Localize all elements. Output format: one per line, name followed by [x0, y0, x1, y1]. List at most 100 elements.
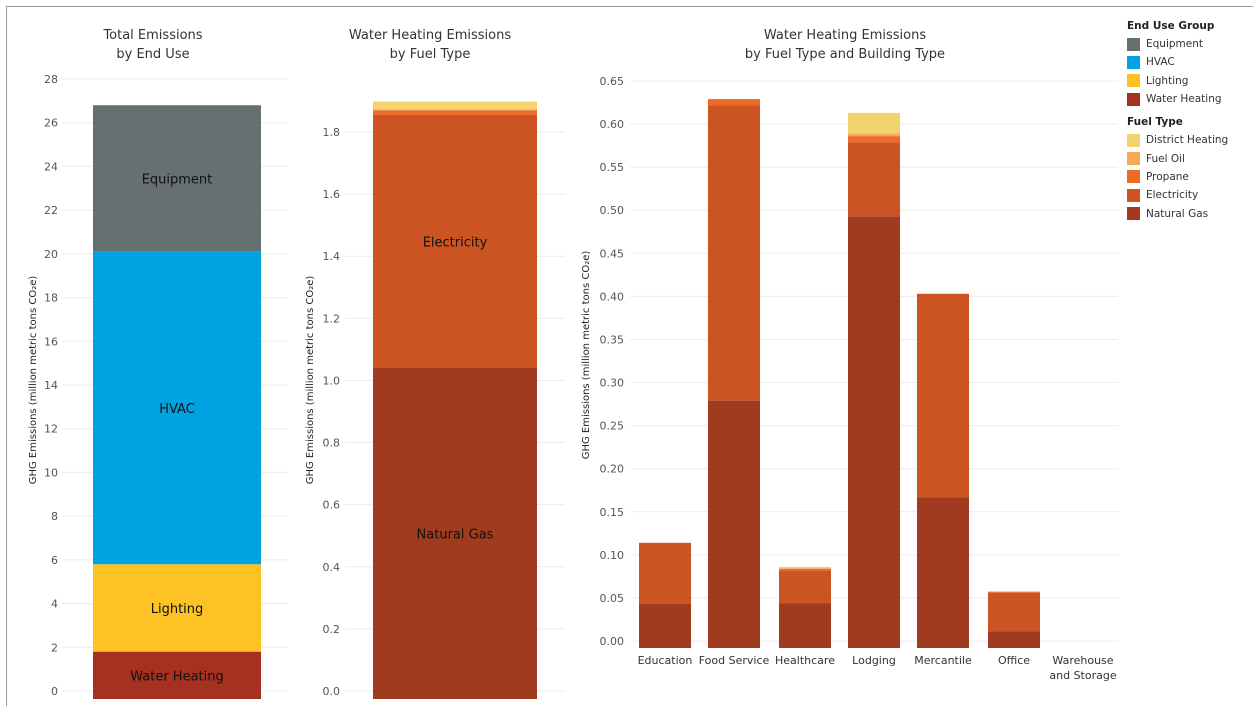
chart-3-category-label-lodging: Lodging [852, 654, 896, 667]
chart-3-ytick-0-65: 0.65 [600, 75, 625, 88]
chart-3-bar-education-electricity [639, 542, 691, 604]
legend-label-propane: Propane [1146, 170, 1189, 183]
chart-1-ytick-6: 6 [51, 554, 58, 567]
legend-swatch-electricity [1127, 188, 1140, 202]
chart-2-segment-label-electricity: Electricity [423, 235, 488, 250]
chart-1-title-line-2: by End Use [116, 47, 189, 62]
chart-3-ytick-0-05: 0.05 [600, 592, 625, 605]
chart-1-segment-label-water-heating: Water Heating [130, 669, 224, 684]
chart-3-bar-office-district-heating [988, 591, 1040, 592]
legend-label-equipment: Equipment [1146, 38, 1203, 51]
legend-swatch-hvac [1127, 55, 1140, 69]
legend-label-lighting: Lighting [1146, 74, 1189, 87]
chart-2-ytick-0-2: 0.2 [323, 623, 341, 636]
legend-label-district-heating: District Heating [1146, 134, 1229, 147]
chart-3-bar-healthcare-propane [779, 568, 831, 571]
chart-3-ytick-0-50: 0.50 [600, 204, 625, 217]
chart-3-bar-lodging-electricity [848, 142, 900, 217]
chart-3-bar-education-natural-gas [639, 603, 691, 648]
chart-3-bar-food-service-electricity [708, 105, 760, 401]
legend-item-hvac[interactable]: HVAC [1127, 53, 1251, 71]
legend-item-fuel-oil[interactable]: Fuel Oil [1127, 149, 1251, 167]
chart-1-ytick-16: 16 [44, 335, 58, 348]
chart-2-bar-segment-propane [373, 110, 537, 115]
chart-1-ytick-4: 4 [51, 598, 58, 611]
chart-3-category-label-healthcare: Healthcare [775, 654, 835, 667]
chart-3-bar-office-propane [988, 591, 1040, 593]
legend-fuel-group: Fuel Type District Heating Fuel Oil Prop… [1127, 116, 1251, 222]
chart-3-ytick-0-20: 0.20 [600, 463, 625, 476]
chart-3-bar-food-service-propane [708, 99, 760, 106]
chart-2-bar-segment-electricity [373, 114, 537, 369]
chart-3-ytick-0-45: 0.45 [600, 247, 625, 260]
chart-2-title-line-2: by Fuel Type [390, 47, 471, 62]
chart-2-ytick-1-8: 1.8 [323, 126, 341, 139]
chart-3-bar-healthcare-electricity [779, 570, 831, 604]
chart-3-category-label-office: Office [998, 654, 1030, 667]
chart-2-ytick-0-0: 0.0 [323, 685, 341, 698]
legend-swatch-water-heating [1127, 92, 1140, 106]
chart-1-ytick-26: 26 [44, 117, 58, 130]
chart-3-title-line-1: Water Heating Emissions [764, 28, 926, 43]
chart-2-bar-segment-natural-gas [373, 368, 537, 699]
chart-3-bar-office-electricity [988, 592, 1040, 632]
legend-end-use-title: End Use Group [1127, 20, 1215, 32]
legend-item-equipment[interactable]: Equipment [1127, 35, 1251, 53]
chart-2-bar-segment-district-heating [373, 101, 537, 110]
legend-swatch-lighting [1127, 74, 1140, 88]
legend-item-lighting[interactable]: Lighting [1127, 72, 1251, 90]
chart-3-bar-lodging-district-heating [848, 112, 900, 134]
chart-1-ytick-2: 2 [51, 641, 58, 654]
chart-3-ytick-0-25: 0.25 [600, 420, 625, 433]
chart-1-ytick-8: 8 [51, 510, 58, 523]
legend-item-electricity[interactable]: Electricity [1127, 186, 1251, 204]
legend-fuel-title: Fuel Type [1127, 116, 1183, 129]
chart-3-category-label-warehouse-and-storage-line-2: and Storage [1049, 669, 1116, 682]
chart-3-category-label-mercantile: Mercantile [914, 654, 972, 667]
chart-3-ytick-0-10: 0.10 [600, 549, 625, 562]
chart-1-bar-segment-water-heating [93, 651, 261, 699]
chart-3-category-label-food-service: Food Service [699, 654, 770, 667]
chart-3-category-label-warehouse-and-storage: Warehouse [1052, 654, 1113, 667]
chart-2-ytick-0-6: 0.6 [323, 499, 341, 512]
chart-3-title-line-2: by Fuel Type and Building Type [745, 47, 945, 62]
legend-swatch-fuel-oil [1127, 152, 1140, 166]
legend-label-electricity: Electricity [1146, 189, 1199, 202]
chart-3-ytick-0-60: 0.60 [600, 118, 625, 131]
chart-1-ytick-10: 10 [44, 466, 58, 479]
chart-1-bar-segment-equipment [93, 105, 261, 252]
chart-3-ytick-0-15: 0.15 [600, 506, 625, 519]
chart-1-y-axis-label: GHG Emissions (million metric tons CO₂e) [28, 276, 39, 485]
chart-1-segment-label-equipment: Equipment [142, 172, 213, 187]
chart-1-ytick-20: 20 [44, 248, 58, 261]
chart-1-bar-segment-hvac [93, 251, 261, 565]
chart-2-title-line-1: Water Heating Emissions [349, 28, 511, 43]
chart-3-bar-lodging-propane [848, 136, 900, 143]
legend-item-district-heating[interactable]: District Heating [1127, 131, 1251, 149]
chart-1-ytick-22: 22 [44, 204, 58, 217]
chart-1-segment-label-hvac: HVAC [159, 402, 195, 417]
legend-label-hvac: HVAC [1146, 56, 1175, 69]
legend-item-propane[interactable]: Propane [1127, 168, 1251, 186]
chart-3-category-label-education: Education [638, 654, 693, 667]
chart-1-ytick-0: 0 [51, 685, 58, 698]
chart-3-ytick-0-30: 0.30 [600, 377, 625, 390]
chart-2-ytick-1-0: 1.0 [323, 374, 341, 387]
chart-3-bar-healthcare-natural-gas [779, 603, 831, 648]
chart-2-bar-segment-fuel-oil [373, 109, 537, 111]
chart-2-ytick-1-4: 1.4 [323, 250, 341, 263]
legend-item-natural-gas[interactable]: Natural Gas [1127, 204, 1251, 222]
chart-3-bar-mercantile-electricity [917, 293, 969, 498]
chart-3-bar-healthcare-district-heating [779, 566, 831, 569]
legend-swatch-natural-gas [1127, 207, 1140, 221]
chart-1-title-line-1: Total Emissions [102, 28, 202, 43]
legend-swatch-district-heating [1127, 133, 1140, 147]
legend-label-fuel-oil: Fuel Oil [1146, 152, 1185, 165]
chart-2-ytick-1-2: 1.2 [323, 312, 341, 325]
chart-3-ytick-0-35: 0.35 [600, 333, 625, 346]
chart-1-bar-segment-lighting [93, 564, 261, 652]
legend-item-water-heating[interactable]: Water Heating [1127, 90, 1251, 108]
legend-label-natural-gas: Natural Gas [1146, 207, 1209, 220]
chart-2-ytick-0-4: 0.4 [323, 561, 341, 574]
